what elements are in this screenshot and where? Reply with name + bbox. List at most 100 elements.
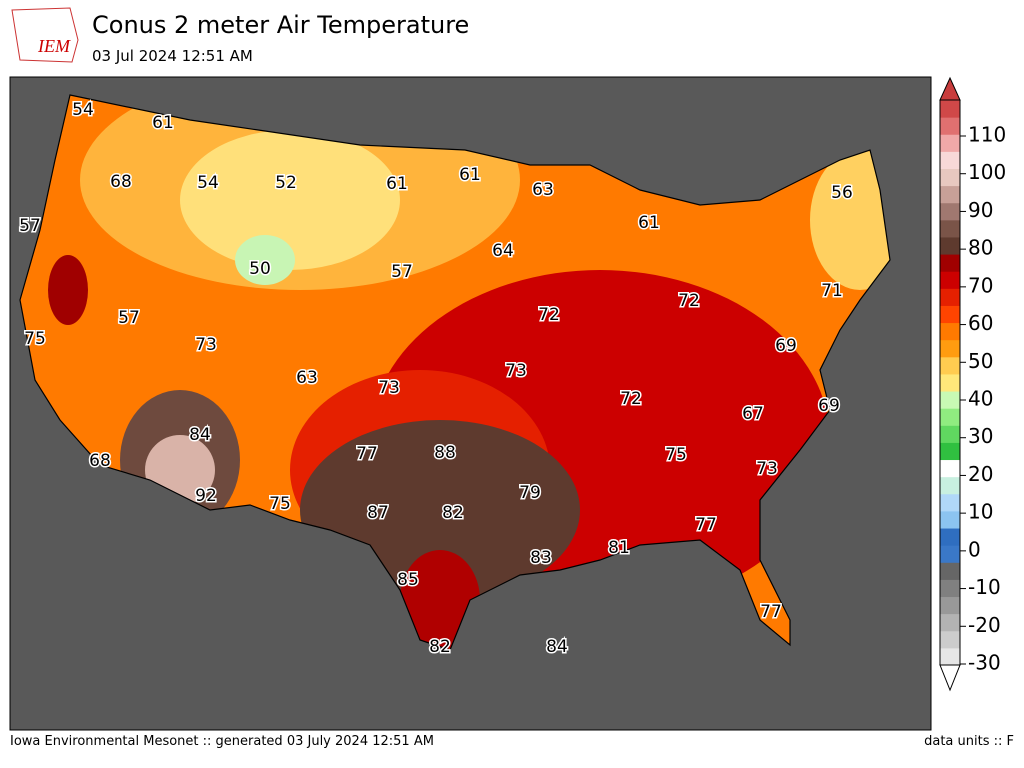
colorbar-bin bbox=[940, 271, 960, 289]
colorbar-bin bbox=[940, 254, 960, 272]
colorbar-bin bbox=[940, 202, 960, 221]
station-value: 72 bbox=[538, 305, 560, 325]
colorbar-tick-label: -30 bbox=[968, 651, 1001, 675]
colorbar-tick-label: 90 bbox=[968, 198, 993, 222]
footer-left: Iowa Environmental Mesonet :: generated … bbox=[10, 734, 434, 749]
logo-text: IEM bbox=[37, 36, 71, 56]
colorbar-bin bbox=[940, 545, 960, 563]
station-value: 69 bbox=[775, 336, 797, 356]
station-value: 57 bbox=[391, 262, 413, 282]
colorbar-bin bbox=[940, 596, 960, 615]
station-value: 63 bbox=[532, 180, 554, 200]
station-value: 64 bbox=[492, 241, 514, 261]
colorbar-bin bbox=[940, 100, 960, 118]
colorbar-bin bbox=[940, 391, 960, 409]
station-value: 57 bbox=[118, 308, 140, 328]
colorbar-bin bbox=[940, 528, 960, 546]
station-value: 79 bbox=[519, 483, 541, 503]
colorbar-bin bbox=[940, 579, 960, 598]
station-value: 72 bbox=[678, 291, 700, 311]
station-value: 75 bbox=[24, 329, 46, 349]
station-value: 77 bbox=[760, 602, 782, 622]
colorbar-tick-label: 30 bbox=[968, 424, 993, 448]
colorbar-max bbox=[939, 76, 961, 101]
colorbar-bin bbox=[940, 408, 960, 426]
colorbar-tick-label: -10 bbox=[968, 575, 1001, 599]
colorbar-bin bbox=[940, 134, 960, 152]
station-value: 72 bbox=[620, 389, 642, 409]
colorbar-bin bbox=[940, 613, 960, 632]
station-value: 77 bbox=[695, 515, 717, 535]
colorbar-bin bbox=[940, 562, 960, 580]
colorbar-tick-label: 20 bbox=[968, 462, 993, 486]
station-value: 73 bbox=[505, 361, 527, 381]
colorbar-tick-label: -20 bbox=[968, 613, 1001, 637]
station-value: 82 bbox=[442, 503, 464, 523]
station-value: 92 bbox=[195, 486, 217, 506]
title: Conus 2 meter Air Temperature bbox=[92, 11, 469, 39]
colorbar-bin bbox=[940, 442, 960, 461]
colorbar-bin bbox=[940, 151, 960, 169]
colorbar-bin bbox=[940, 117, 960, 135]
station-value: 69 bbox=[818, 396, 840, 416]
colorbar-bin bbox=[940, 322, 960, 341]
subtitle: 03 Jul 2024 12:51 AM bbox=[92, 47, 253, 65]
station-value: 61 bbox=[638, 213, 660, 233]
colorbar: -30 -20 -10 0 10 20 30 40 50 60 70 80 90 100 110 bbox=[939, 76, 1006, 692]
station-value: 83 bbox=[530, 548, 552, 568]
station-value: 54 bbox=[72, 100, 94, 120]
station-value: 61 bbox=[459, 165, 481, 185]
station-value: 87 bbox=[367, 503, 389, 523]
logo: IEM bbox=[11, 7, 79, 63]
station-value: 52 bbox=[275, 173, 297, 193]
colorbar-tick-label: 110 bbox=[968, 123, 1006, 147]
station-value: 85 bbox=[397, 570, 419, 590]
station-value: 84 bbox=[546, 637, 568, 657]
colorbar-tick-label: 10 bbox=[968, 500, 993, 524]
station-value: 84 bbox=[189, 425, 211, 445]
colorbar-bin bbox=[940, 185, 960, 204]
station-value: 82 bbox=[429, 637, 451, 657]
station-value: 61 bbox=[386, 174, 408, 194]
colorbar-tick-label: 100 bbox=[968, 160, 1006, 184]
station-value: 73 bbox=[378, 378, 400, 398]
colorbar-bin bbox=[940, 493, 960, 512]
colorbar-tick-label: 40 bbox=[968, 387, 993, 411]
colorbar-min bbox=[939, 664, 961, 692]
colorbar-frame bbox=[939, 99, 961, 666]
colorbar-bin bbox=[940, 339, 960, 358]
colorbar-tick-label: 0 bbox=[968, 537, 981, 561]
colorbar-bin bbox=[940, 288, 960, 306]
colorbar-bin bbox=[940, 647, 960, 666]
colorbar-bin bbox=[940, 168, 960, 187]
colorbar-tick-label: 80 bbox=[968, 236, 993, 260]
station-value: 54 bbox=[197, 173, 219, 193]
station-labels: 54 61 68 54 52 61 61 63 56 57 61 50 64 57 71 72 57 72 75 73… bbox=[18, 99, 855, 659]
footer-right: data units :: F bbox=[924, 734, 1014, 749]
station-value: 88 bbox=[434, 443, 456, 463]
station-value: 50 bbox=[249, 259, 271, 279]
station-value: 75 bbox=[665, 445, 687, 465]
station-value: 61 bbox=[152, 113, 174, 133]
station-value: 67 bbox=[742, 404, 764, 424]
station-value: 71 bbox=[821, 281, 843, 301]
colorbar-bin bbox=[940, 356, 960, 375]
station-value: 56 bbox=[831, 183, 853, 203]
colorbar-bin bbox=[940, 476, 960, 495]
station-value: 68 bbox=[110, 172, 132, 192]
colorbar-tick-label: 50 bbox=[968, 349, 993, 373]
colorbar-bin bbox=[940, 459, 960, 478]
station-value: 63 bbox=[296, 368, 318, 388]
colorbar-bin bbox=[940, 373, 960, 392]
colorbar-bin bbox=[940, 630, 960, 649]
colorbar-tick-label: 60 bbox=[968, 311, 993, 335]
colorbar-tick-label: 70 bbox=[968, 273, 993, 297]
station-value: 73 bbox=[195, 335, 217, 355]
colorbar-bin bbox=[940, 219, 960, 238]
colorbar-bin bbox=[940, 425, 960, 443]
colorbar-bin bbox=[940, 236, 960, 255]
station-value: 68 bbox=[89, 451, 111, 471]
station-value: 81 bbox=[608, 538, 630, 558]
station-value: 57 bbox=[19, 216, 41, 236]
station-value: 73 bbox=[756, 459, 778, 479]
